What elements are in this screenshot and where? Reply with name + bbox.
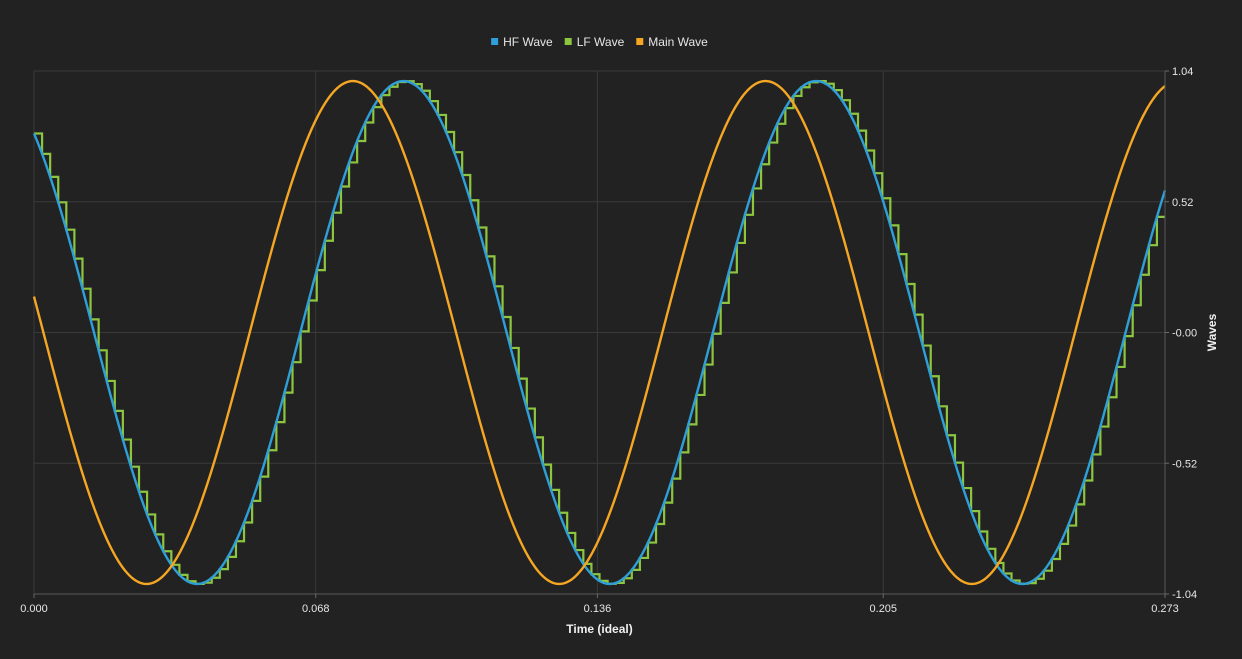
x-tick-label: 0.136: [584, 603, 612, 615]
legend-label: Main Wave: [648, 35, 708, 49]
legend-item-hf-wave[interactable]: HF Wave: [491, 35, 553, 49]
y-tick-label: 0.52: [1172, 197, 1193, 209]
x-tick-label: 0.273: [1151, 603, 1179, 615]
y-tick-label: -1.04: [1172, 589, 1197, 601]
legend-swatch: [491, 38, 499, 45]
series-line-lf-wave: [34, 80, 1165, 585]
legend-swatch: [636, 38, 644, 45]
x-axis-title: Time (ideal): [566, 622, 632, 636]
legend[interactable]: HF Wave LF Wave Main Wave: [491, 35, 708, 49]
y-tick-label: -0.00: [1172, 328, 1197, 340]
x-tick-label: 0.205: [870, 603, 898, 615]
series-lines: [32, 79, 1167, 586]
y-tick-label: 1.04: [1172, 66, 1193, 78]
legend-item-main-wave[interactable]: Main Wave: [636, 35, 708, 49]
x-tick-label: 0.068: [302, 603, 330, 615]
x-tick-label: 0.000: [20, 603, 48, 615]
legend-swatch: [564, 38, 572, 45]
legend-label: HF Wave: [503, 35, 553, 49]
y-tick-label: -0.52: [1172, 458, 1197, 470]
legend-item-lf-wave[interactable]: LF Wave: [564, 35, 625, 49]
y-axis-title: Waves: [1205, 313, 1219, 351]
series-line-hf-wave: [32, 79, 1167, 586]
series-line-main-wave: [32, 79, 1166, 586]
legend-label: LF Wave: [577, 35, 625, 49]
grid-lines: [33, 70, 1166, 595]
axes: 0.000 0.068 0.136 0.205 0.273 1.04 0.52 -0.00 -0…: [20, 66, 1197, 615]
